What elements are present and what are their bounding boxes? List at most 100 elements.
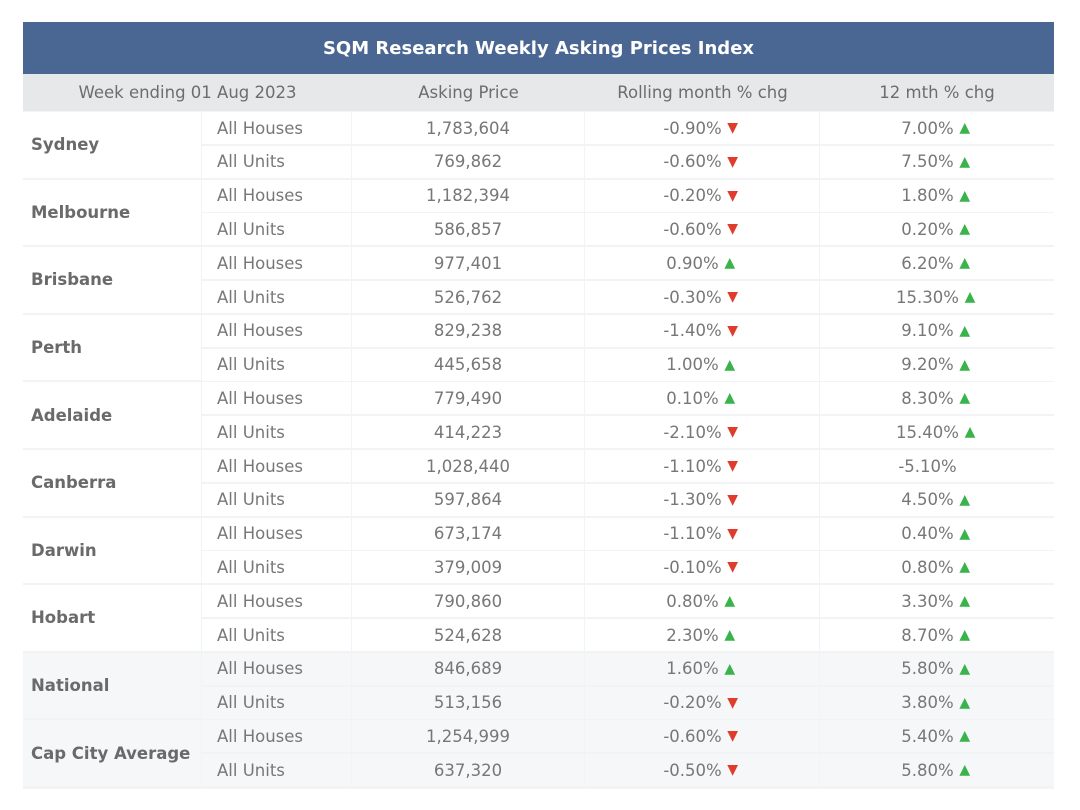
rolling-month-chg-cell: -0.60% ▼ — [585, 213, 819, 246]
twelve-month-chg-value: 15.30% — [896, 287, 959, 307]
twelve-month-chg-cell: 8.70% ▲ — [820, 619, 1054, 651]
up-arrow-icon: ▲ — [959, 660, 971, 677]
asking-price-value: 829,238 — [433, 321, 503, 341]
asking-price-cell: 779,490 — [352, 382, 584, 415]
twelve-month-chg-value: 6.20% — [901, 253, 954, 273]
rolling-month-chg-value: -1.10% — [663, 456, 722, 476]
row-type-value: All Units — [217, 355, 285, 375]
asking-price-cell: 597,864 — [352, 483, 584, 516]
down-arrow-icon: ▼ — [727, 221, 739, 238]
twelve-month-chg-value: 5.80% — [901, 659, 954, 679]
down-arrow-icon: ▼ — [727, 120, 739, 136]
rolling-month-chg-value: -0.60% — [663, 726, 722, 746]
row-type-cell: All Units — [202, 483, 351, 516]
header-rolling-month: Rolling month % chg — [585, 74, 820, 111]
header-asking-price: Asking Price — [352, 74, 585, 111]
asking-price-cell: 445,658 — [352, 348, 584, 381]
asking-price-cell: 790,860 — [352, 585, 584, 618]
down-arrow-icon: ▼ — [727, 424, 739, 441]
rolling-month-chg-value: -0.90% — [663, 118, 722, 138]
twelve-month-chg-cell: 4.50% ▲ — [820, 483, 1054, 516]
group-label: Perth — [23, 314, 201, 381]
row-type-value: All Houses — [217, 456, 304, 476]
up-arrow-icon: ▲ — [964, 424, 976, 441]
asking-price-cell: 513,156 — [352, 686, 584, 719]
twelve-month-chg-cell: 15.30% ▲ — [820, 281, 1054, 313]
down-arrow-icon: ▼ — [727, 694, 739, 711]
row-type-value: All Houses — [217, 659, 304, 679]
twelve-month-chg-cell: 0.80% ▲ — [820, 551, 1054, 584]
twelve-month-chg-value: 9.20% — [901, 355, 954, 375]
header-12-month: 12 mth % chg — [820, 74, 1054, 111]
row-type-value: All Units — [217, 490, 285, 510]
asking-price-cell: 1,182,394 — [352, 179, 584, 212]
rolling-month-chg-value: -0.20% — [663, 693, 722, 713]
group-label: Darwin — [23, 517, 201, 584]
asking-price-cell: 829,238 — [352, 314, 584, 347]
group-label: Brisbane — [23, 247, 201, 313]
row-type-value: All Units — [217, 693, 285, 713]
twelve-month-chg-value: 7.50% — [901, 152, 954, 172]
asking-price-cell: 414,223 — [352, 416, 584, 449]
up-arrow-icon: ▲ — [959, 593, 971, 610]
up-arrow-icon: ▲ — [959, 390, 971, 407]
down-arrow-icon: ▼ — [727, 491, 739, 508]
rolling-month-chg-cell: -0.50% ▼ — [585, 754, 819, 787]
twelve-month-chg-value: 0.20% — [901, 219, 954, 239]
twelve-month-chg-value: 15.40% — [896, 422, 959, 442]
twelve-month-chg-value: 3.30% — [901, 591, 954, 611]
rolling-month-chg-cell: -1.30% ▼ — [585, 483, 819, 516]
row-type-value: All Houses — [217, 524, 304, 544]
twelve-month-chg-cell: 0.20% ▲ — [820, 213, 1054, 246]
asking-price-value: 379,009 — [433, 557, 503, 577]
row-type-cell: All Units — [202, 686, 351, 719]
rolling-month-chg-cell: 0.90% ▲ — [585, 247, 819, 280]
rolling-month-chg-value: -1.10% — [663, 524, 722, 544]
asking-price-value: 1,028,440 — [426, 456, 510, 476]
group-label: National — [23, 652, 201, 719]
up-arrow-icon: ▲ — [959, 356, 971, 373]
rolling-month-chg-cell: -1.10% ▼ — [585, 450, 819, 482]
twelve-month-chg-value: 0.80% — [901, 557, 954, 577]
asking-price-cell: 1,783,604 — [352, 112, 584, 144]
asking-price-value: 673,174 — [433, 524, 503, 544]
down-arrow-icon: ▼ — [727, 728, 739, 745]
up-arrow-icon: ▲ — [959, 491, 971, 508]
group-label: Adelaide — [23, 382, 201, 448]
group-label: Melbourne — [23, 179, 201, 246]
rolling-month-chg-cell: 2.30% ▲ — [585, 619, 819, 651]
up-arrow-icon: ▲ — [959, 322, 971, 339]
twelve-month-chg-value: 4.50% — [901, 490, 954, 510]
row-type-cell: All Houses — [202, 179, 351, 212]
up-arrow-icon: ▲ — [724, 593, 736, 610]
twelve-month-chg-cell: 15.40% ▲ — [820, 416, 1054, 449]
up-arrow-icon: ▲ — [959, 153, 971, 170]
down-arrow-icon: ▼ — [727, 289, 739, 305]
row-type-cell: All Units — [202, 416, 351, 449]
row-type-value: All Units — [217, 287, 285, 307]
rolling-month-chg-value: -0.50% — [663, 760, 722, 780]
twelve-month-chg-cell: 3.80% ▲ — [820, 686, 1054, 719]
rolling-month-chg-cell: -0.90% ▼ — [585, 112, 819, 144]
row-type-value: All Units — [217, 152, 285, 172]
twelve-month-chg-cell: 0.40% ▲ — [820, 517, 1054, 550]
row-type-value: All Units — [217, 219, 285, 239]
twelve-month-chg-cell: 6.20% ▲ — [820, 247, 1054, 280]
twelve-month-chg-cell: 9.10% ▲ — [820, 314, 1054, 347]
twelve-month-chg-value: 1.80% — [901, 186, 954, 206]
down-arrow-icon: ▼ — [727, 322, 739, 339]
twelve-month-chg-value: -5.10% — [898, 456, 957, 476]
row-type-value: All Houses — [217, 186, 304, 206]
down-arrow-icon: ▼ — [727, 559, 739, 576]
rolling-month-chg-value: -1.40% — [663, 321, 722, 341]
up-arrow-icon: ▲ — [959, 762, 971, 779]
rolling-month-chg-value: -0.60% — [663, 152, 722, 172]
asking-price-cell: 1,028,440 — [352, 450, 584, 482]
asking-price-value: 977,401 — [433, 253, 503, 273]
asking-price-value: 414,223 — [433, 422, 503, 442]
up-arrow-icon: ▲ — [724, 627, 736, 643]
asking-price-value: 597,864 — [433, 490, 503, 510]
asking-price-value: 586,857 — [433, 219, 503, 239]
rolling-month-chg-cell: -0.60% ▼ — [585, 720, 819, 753]
asking-price-cell: 673,174 — [352, 517, 584, 550]
